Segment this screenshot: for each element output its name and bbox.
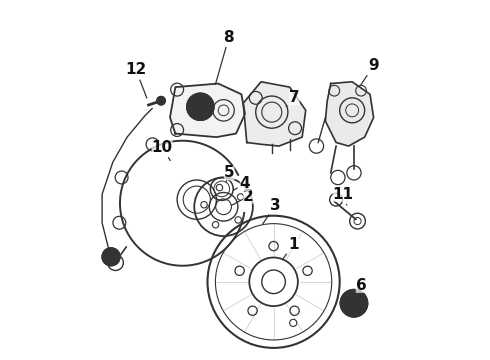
Text: 8: 8 [216,30,234,85]
Text: 6: 6 [354,278,367,293]
Text: 11: 11 [333,187,354,205]
Text: 2: 2 [231,189,254,206]
Text: 10: 10 [151,140,172,161]
Circle shape [341,290,368,317]
Circle shape [102,248,120,266]
Text: 7: 7 [286,90,299,107]
Text: 12: 12 [125,63,147,98]
Circle shape [157,96,165,105]
Polygon shape [243,82,306,146]
Circle shape [187,93,214,120]
Polygon shape [170,84,245,137]
Circle shape [157,96,165,105]
Circle shape [341,290,368,317]
Polygon shape [325,82,373,146]
Text: 3: 3 [263,198,281,224]
Circle shape [187,93,214,120]
Circle shape [102,248,120,266]
Text: 5: 5 [224,165,235,182]
Text: 1: 1 [282,237,298,260]
Text: 4: 4 [234,176,250,191]
Text: 9: 9 [361,58,379,85]
